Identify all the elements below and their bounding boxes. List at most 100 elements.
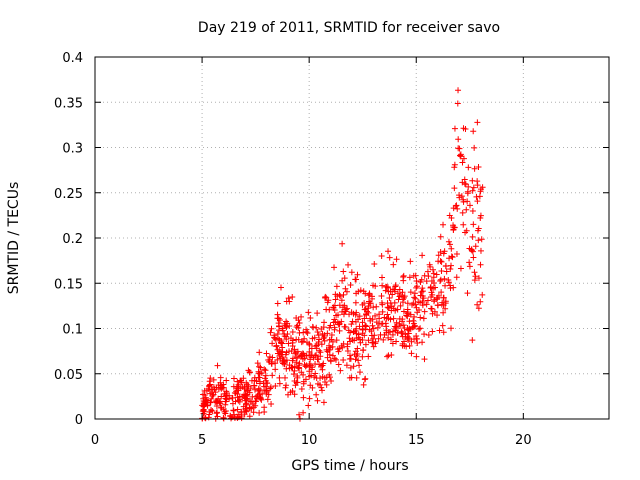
data-point xyxy=(235,381,242,388)
data-point xyxy=(367,315,374,322)
data-point xyxy=(256,409,263,416)
data-point xyxy=(435,252,442,259)
y-tick-label: 0.3 xyxy=(62,142,83,157)
data-point xyxy=(351,328,358,335)
data-point xyxy=(272,382,279,389)
data-point xyxy=(472,273,479,280)
data-point xyxy=(340,268,347,275)
data-point xyxy=(340,356,347,363)
data-point xyxy=(242,406,249,413)
data-point xyxy=(465,164,472,171)
data-point xyxy=(469,208,476,215)
data-point xyxy=(211,386,218,393)
data-point xyxy=(201,391,208,398)
data-point xyxy=(362,306,369,313)
data-point xyxy=(460,198,467,205)
data-point xyxy=(276,374,283,381)
data-point xyxy=(359,353,366,360)
data-point xyxy=(466,263,473,270)
data-point xyxy=(234,406,241,413)
data-point xyxy=(276,323,283,330)
data-point xyxy=(361,376,368,383)
data-point xyxy=(445,238,452,245)
data-point xyxy=(423,301,430,308)
data-point xyxy=(318,363,325,370)
data-point xyxy=(387,300,394,307)
data-point xyxy=(283,357,290,364)
data-point xyxy=(443,268,450,275)
data-point xyxy=(285,340,292,347)
data-point xyxy=(440,329,447,336)
data-point xyxy=(264,396,271,403)
data-point xyxy=(395,296,402,303)
data-point xyxy=(268,401,275,408)
data-point xyxy=(267,329,274,336)
data-point xyxy=(454,205,461,212)
data-point xyxy=(441,275,448,282)
data-point xyxy=(262,383,269,390)
data-point xyxy=(403,312,410,319)
data-point xyxy=(272,366,279,373)
data-point xyxy=(347,352,354,359)
data-point xyxy=(354,271,361,278)
data-point xyxy=(472,243,479,250)
data-point xyxy=(360,288,367,295)
data-point xyxy=(457,152,464,159)
data-point xyxy=(257,387,264,394)
data-point xyxy=(421,308,428,315)
data-point xyxy=(435,292,442,299)
data-point xyxy=(356,369,363,376)
data-point xyxy=(418,288,425,295)
data-point xyxy=(324,354,331,361)
data-point xyxy=(474,198,481,205)
data-point xyxy=(268,325,275,332)
data-point xyxy=(471,269,478,276)
data-point xyxy=(286,322,293,329)
data-point xyxy=(479,291,486,298)
data-point xyxy=(385,352,392,359)
data-point xyxy=(372,283,379,290)
data-point xyxy=(348,321,355,328)
data-point xyxy=(318,384,325,391)
data-point xyxy=(450,284,457,291)
data-point xyxy=(399,299,406,306)
data-point xyxy=(271,332,278,339)
data-point xyxy=(419,299,426,306)
data-point xyxy=(470,221,477,228)
data-point xyxy=(479,184,486,191)
data-point xyxy=(413,278,420,285)
data-point xyxy=(283,318,290,325)
data-point xyxy=(306,395,313,402)
y-axis-ticks: 0 0.05 0.1 0.15 0.2 0.25 0.3 0.35 0.4 xyxy=(54,51,609,428)
data-point xyxy=(338,297,345,304)
data-point xyxy=(448,215,455,222)
data-point xyxy=(438,258,445,265)
data-point xyxy=(321,337,328,344)
data-point xyxy=(251,382,258,389)
data-point xyxy=(387,288,394,295)
data-point xyxy=(353,335,360,342)
data-point xyxy=(348,374,355,381)
y-tick-label: 0 xyxy=(75,413,83,428)
data-point xyxy=(391,286,398,293)
data-point xyxy=(417,314,424,321)
data-point xyxy=(419,285,426,292)
data-point xyxy=(276,380,283,387)
data-point xyxy=(283,382,290,389)
data-point xyxy=(427,284,434,291)
data-point xyxy=(425,331,432,338)
data-point xyxy=(453,202,460,209)
data-point xyxy=(208,406,215,413)
data-point xyxy=(408,350,415,357)
data-point xyxy=(218,382,225,389)
data-point xyxy=(347,364,354,371)
data-point xyxy=(337,367,344,374)
data-point xyxy=(440,309,447,316)
data-point xyxy=(345,327,352,334)
data-point xyxy=(385,305,392,312)
data-point xyxy=(247,398,254,405)
y-tick-label: 0.1 xyxy=(62,323,83,338)
data-point xyxy=(466,259,473,266)
data-point xyxy=(469,233,476,240)
data-point xyxy=(475,275,482,282)
